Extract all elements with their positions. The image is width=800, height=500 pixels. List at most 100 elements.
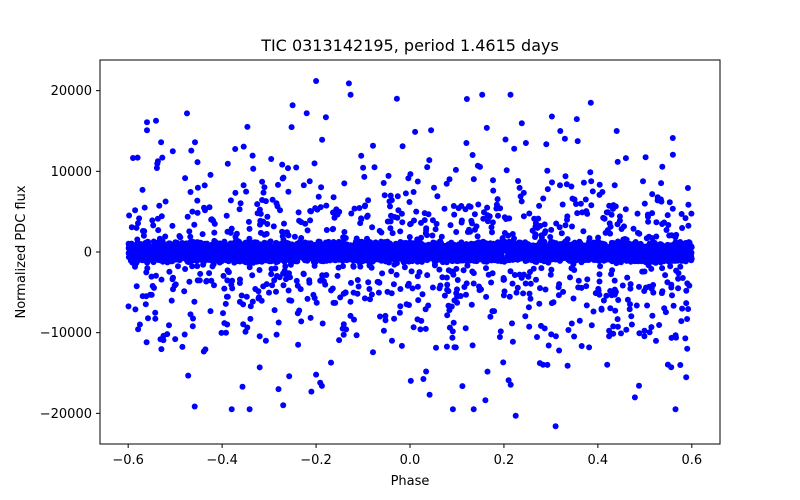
data-point [414, 283, 421, 290]
data-point [240, 301, 247, 308]
data-point [645, 218, 652, 225]
data-point [595, 234, 602, 241]
data-point [677, 362, 684, 368]
data-point [525, 304, 532, 311]
data-point [394, 193, 401, 200]
data-point [402, 245, 409, 252]
data-point [223, 293, 230, 300]
data-point [191, 298, 198, 305]
y-tick-label: 20000 [51, 84, 92, 99]
data-point [136, 215, 143, 222]
data-point [596, 271, 603, 278]
data-point [662, 272, 669, 279]
data-point [362, 202, 369, 209]
data-point [443, 274, 450, 281]
data-point [134, 236, 141, 243]
data-point [564, 362, 571, 369]
data-point [499, 235, 506, 242]
data-point [246, 406, 253, 413]
data-point [507, 91, 514, 98]
data-point [491, 257, 498, 264]
data-point [578, 343, 585, 349]
data-point [678, 254, 684, 261]
data-point [347, 312, 354, 319]
data-point [414, 273, 421, 280]
data-point [426, 157, 433, 164]
data-point [521, 245, 528, 252]
data-point [649, 253, 656, 260]
data-point [561, 135, 568, 142]
data-point [511, 256, 518, 262]
data-point [153, 272, 159, 279]
data-point [151, 284, 157, 291]
data-point [527, 295, 534, 302]
data-point [401, 264, 408, 271]
data-point [659, 288, 666, 295]
data-point [308, 242, 315, 249]
data-point [685, 201, 692, 208]
data-point [459, 383, 466, 390]
data-point [606, 220, 613, 227]
data-point [684, 280, 691, 287]
data-point [619, 282, 626, 289]
data-point [501, 230, 508, 236]
data-point [242, 328, 249, 335]
data-point [380, 327, 387, 334]
data-point [678, 211, 685, 217]
data-point [334, 272, 341, 279]
data-point [340, 321, 347, 328]
data-point [277, 207, 283, 214]
data-point [257, 221, 263, 228]
data-point [653, 219, 660, 226]
data-point [149, 217, 156, 224]
data-point [413, 208, 420, 215]
data-point [262, 337, 269, 344]
data-point [311, 295, 318, 301]
data-point [570, 295, 577, 302]
data-point [257, 242, 264, 249]
data-point [393, 95, 400, 102]
data-point [412, 243, 419, 250]
data-point [268, 156, 275, 162]
data-point [477, 163, 483, 170]
data-point [268, 271, 275, 278]
data-point [424, 272, 431, 279]
data-point [663, 227, 670, 233]
data-point [639, 268, 646, 275]
data-point [631, 394, 638, 401]
data-point [604, 361, 611, 368]
data-point [441, 292, 448, 299]
data-point [526, 290, 533, 297]
data-point [489, 308, 496, 315]
data-point [627, 301, 633, 308]
data-point [152, 309, 159, 316]
data-point [273, 331, 280, 338]
data-point [171, 243, 178, 250]
data-point [335, 255, 342, 262]
data-point [293, 164, 300, 171]
data-point [336, 337, 343, 344]
data-point [544, 167, 551, 174]
data-point [225, 250, 232, 257]
data-point [516, 184, 523, 191]
data-point [422, 325, 429, 332]
data-point [641, 333, 648, 340]
data-point [224, 267, 231, 274]
data-point [511, 272, 518, 278]
data-point [480, 215, 487, 222]
data-point [614, 316, 621, 323]
data-point [550, 252, 557, 259]
data-point [450, 246, 457, 253]
data-point [206, 270, 213, 277]
data-point [139, 293, 146, 300]
data-point [279, 161, 286, 168]
data-point [576, 317, 583, 324]
data-point [259, 178, 266, 185]
data-point [208, 251, 215, 258]
data-point [516, 271, 523, 278]
data-point [637, 243, 644, 250]
data-point [141, 243, 148, 250]
y-tick-label: 0 [84, 246, 92, 261]
data-point [142, 301, 149, 308]
data-point [188, 147, 195, 154]
